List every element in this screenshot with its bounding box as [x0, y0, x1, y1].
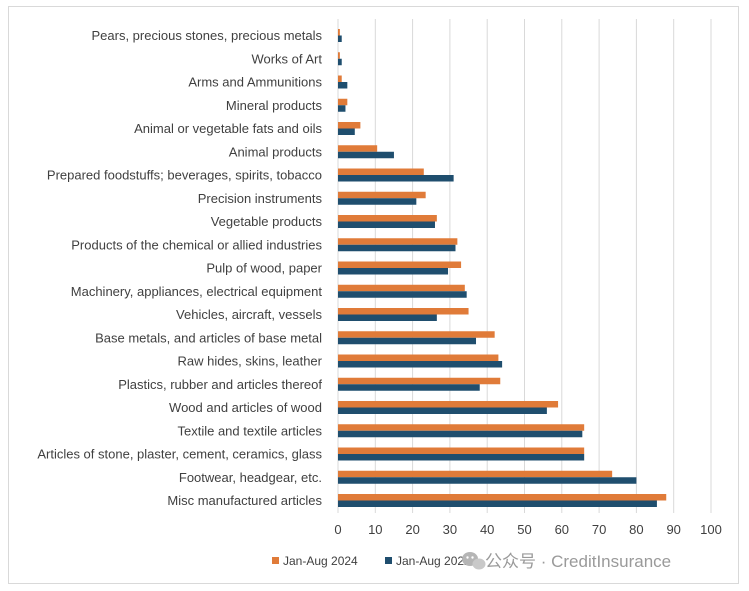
- legend-label: Jan-Aug 2022: [396, 554, 471, 568]
- bar-jan-aug-2022: [338, 244, 456, 252]
- x-tick-label: 70: [592, 522, 606, 537]
- bar-jan-aug-2022: [338, 454, 585, 461]
- category-label: Works of Art: [251, 51, 322, 66]
- category-label: Animal products: [229, 144, 323, 159]
- x-tick-label: 90: [666, 522, 680, 537]
- x-tick-labels: 0 10 20 30 40 50 60 70 80 90 100: [334, 522, 721, 537]
- wechat-official-account-icon: [462, 552, 486, 570]
- category-label: Wood and articles of wood: [169, 400, 322, 415]
- category-label: Vehicles, aircraft, vessels: [176, 307, 322, 322]
- bar-jan-aug-2022: [338, 221, 435, 228]
- bar-jan-aug-2024: [338, 261, 462, 268]
- bar-jan-aug-2024: [338, 354, 499, 361]
- x-tick-label: 100: [700, 522, 722, 537]
- bar-jan-aug-2024: [338, 331, 495, 338]
- bar-jan-aug-2022: [338, 105, 346, 112]
- category-label: Animal or vegetable fats and oils: [134, 121, 322, 136]
- category-label: Machinery, appliances, electrical equipm…: [71, 284, 323, 299]
- category-label: Mineral products: [226, 98, 323, 113]
- bar-jan-aug-2022: [338, 291, 467, 298]
- legend-swatch: [272, 557, 279, 564]
- gridlines: [337, 19, 712, 513]
- bar-jan-aug-2022: [338, 477, 637, 484]
- bars: [338, 29, 667, 507]
- category-label: Precision instruments: [198, 191, 323, 206]
- bar-jan-aug-2022: [338, 58, 342, 66]
- bar-jan-aug-2024: [338, 75, 342, 82]
- bar-chart: Pears, precious stones, precious metals W…: [37, 19, 722, 571]
- bar-jan-aug-2024: [338, 191, 426, 199]
- bar-jan-aug-2024: [338, 308, 469, 315]
- watermark-text: 公众号 · CreditInsurance: [485, 552, 671, 571]
- bar-jan-aug-2024: [338, 424, 585, 431]
- x-tick-label: 80: [629, 522, 643, 537]
- bar-jan-aug-2024: [338, 168, 424, 175]
- bar-jan-aug-2024: [338, 447, 585, 454]
- chart-frame: Pears, precious stones, precious metals W…: [8, 6, 739, 584]
- x-tick-label: 10: [368, 522, 382, 537]
- category-label: Raw hides, skins, leather: [177, 354, 322, 369]
- bar-jan-aug-2022: [338, 268, 449, 275]
- bar-jan-aug-2022: [338, 128, 355, 135]
- category-label: Plastics, rubber and articles thereof: [118, 377, 322, 392]
- x-tick-label: 20: [405, 522, 419, 537]
- bar-jan-aug-2024: [338, 122, 361, 129]
- bar-jan-aug-2022: [338, 361, 503, 368]
- category-labels: Pears, precious stones, precious metals W…: [37, 28, 322, 508]
- category-label: Footwear, headgear, etc.: [179, 470, 322, 485]
- bar-jan-aug-2024: [338, 29, 340, 36]
- x-tick-label: 30: [443, 522, 457, 537]
- bar-jan-aug-2024: [338, 238, 458, 245]
- legend-swatch: [385, 557, 392, 564]
- bar-jan-aug-2024: [338, 401, 559, 408]
- bar-jan-aug-2024: [338, 377, 501, 385]
- bar-jan-aug-2022: [338, 500, 657, 507]
- x-tick-label: 0: [334, 522, 341, 537]
- bar-jan-aug-2022: [338, 407, 547, 414]
- bar-jan-aug-2022: [338, 175, 454, 182]
- bar-jan-aug-2022: [338, 82, 348, 89]
- legend-label: Jan-Aug 2024: [283, 554, 358, 568]
- x-tick-label: 50: [517, 522, 531, 537]
- category-label: Articles of stone, plaster, cement, cera…: [37, 447, 322, 462]
- bar-jan-aug-2024: [338, 215, 437, 222]
- category-label: Prepared foodstuffs; beverages, spirits,…: [47, 168, 322, 183]
- bar-jan-aug-2024: [338, 284, 465, 292]
- bar-jan-aug-2022: [338, 337, 477, 345]
- bar-jan-aug-2022: [338, 198, 417, 205]
- x-tick-label: 60: [555, 522, 569, 537]
- bar-jan-aug-2024: [338, 470, 613, 478]
- category-label: Textile and textile articles: [177, 423, 322, 438]
- x-tick-label: 40: [480, 522, 494, 537]
- category-label: Vegetable products: [211, 214, 323, 229]
- bar-jan-aug-2024: [338, 98, 348, 106]
- category-label: Misc manufactured articles: [167, 493, 322, 508]
- bar-jan-aug-2022: [338, 384, 480, 391]
- bar-jan-aug-2022: [338, 35, 342, 42]
- watermark: 公众号 · CreditInsurance: [462, 552, 671, 571]
- bar-jan-aug-2024: [338, 145, 378, 152]
- category-label: Base metals, and articles of base metal: [95, 330, 322, 345]
- bar-jan-aug-2022: [338, 314, 437, 321]
- category-label: Pulp of wood, paper: [206, 261, 322, 276]
- category-label: Arms and Ammunitions: [188, 75, 322, 90]
- legend: Jan-Aug 2024 Jan-Aug 2022: [272, 554, 471, 568]
- category-label: Products of the chemical or allied indus…: [71, 237, 322, 252]
- bar-jan-aug-2022: [338, 430, 583, 438]
- bar-jan-aug-2024: [338, 52, 340, 59]
- bar-jan-aug-2022: [338, 151, 394, 159]
- bar-jan-aug-2024: [338, 494, 667, 501]
- category-label: Pears, precious stones, precious metals: [92, 28, 323, 43]
